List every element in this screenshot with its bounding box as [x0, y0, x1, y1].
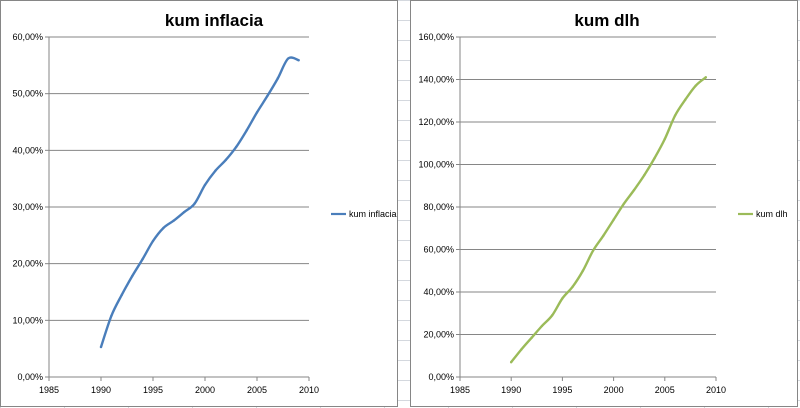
data-point — [141, 257, 144, 261]
data-point — [276, 77, 279, 80]
y-tick-label: 60,00% — [12, 32, 43, 42]
x-tick-label: 1995 — [552, 385, 572, 395]
data-point — [193, 202, 196, 205]
y-tick-label: 80,00% — [423, 202, 454, 212]
data-point — [110, 314, 113, 317]
legend-label: kum inflacia — [349, 209, 397, 219]
y-tick-label: 140,00% — [418, 75, 454, 85]
data-point — [203, 183, 207, 187]
y-tick-label: 30,00% — [12, 202, 43, 212]
data-point — [120, 293, 124, 297]
data-point — [245, 129, 248, 132]
data-point — [643, 173, 646, 177]
y-tick-label: 60,00% — [423, 245, 454, 255]
y-tick-label: 50,00% — [12, 89, 43, 99]
data-point — [530, 336, 533, 339]
series-layer — [99, 56, 300, 349]
x-tick-label: 1995 — [143, 385, 163, 395]
data-point — [550, 314, 554, 317]
chart-title: kum inflacia — [165, 11, 264, 30]
grid-lines — [460, 36, 716, 335]
data-point — [235, 145, 238, 149]
y-tick-label: 20,00% — [423, 330, 454, 340]
data-point — [632, 188, 636, 192]
x-tick-label: 2000 — [604, 385, 624, 395]
y-tick-label: 10,00% — [12, 315, 43, 325]
data-point — [510, 360, 513, 364]
x-tick-label: 2000 — [195, 385, 215, 395]
x-tick-label: 2005 — [247, 385, 267, 395]
data-point — [684, 98, 687, 101]
axes — [45, 36, 310, 381]
axes — [456, 36, 717, 381]
data-point — [581, 269, 585, 272]
y-tick-labels: 0,00% 20,00% 40,00% 60,00% 80,00% 100,00% 120,… — [418, 32, 454, 382]
data-point — [162, 226, 165, 230]
x-tick-label: 2005 — [655, 385, 675, 395]
data-point — [612, 218, 615, 221]
y-tick-label: 120,00% — [418, 117, 454, 127]
data-point — [622, 202, 626, 206]
y-tick-label: 0,00% — [17, 372, 43, 382]
data-point — [172, 219, 175, 222]
grid-lines — [49, 36, 309, 321]
data-point — [297, 59, 300, 62]
series-line — [510, 76, 707, 364]
data-point — [591, 249, 595, 252]
y-tick-label: 0,00% — [428, 372, 454, 382]
series-layer — [510, 76, 707, 364]
data-point — [694, 84, 697, 88]
chart-inflation[interactable]: kum inflacia 0,00% 10,00% 20,00% 30,00% 40,0… — [0, 0, 398, 407]
x-tick-label: 2010 — [299, 385, 319, 395]
x-tick-label: 1990 — [501, 385, 521, 395]
chart-title: kum dlh — [574, 11, 639, 30]
x-tick-label: 1985 — [39, 385, 59, 395]
series-line — [99, 56, 300, 349]
data-point — [540, 324, 544, 328]
chart-inflation-svg: kum inflacia 0,00% 10,00% 20,00% 30,00% 40,0… — [12, 11, 397, 395]
data-point — [287, 57, 290, 60]
legend[interactable]: kum dlh — [738, 209, 788, 219]
chart-debt[interactable]: kum dlh 0,00% 20,00% 40,00% 60,00% 80,00% 100… — [410, 0, 798, 407]
data-point — [571, 285, 574, 288]
data-point — [663, 137, 666, 141]
x-tick-label: 1985 — [450, 385, 470, 395]
data-point — [266, 94, 269, 98]
y-tick-label: 40,00% — [423, 287, 454, 297]
data-point — [704, 76, 707, 79]
y-tick-labels: 0,00% 10,00% 20,00% 30,00% 40,00% 50,00% 60,00… — [12, 32, 43, 382]
x-tick-labels: 1985 1990 1995 2000 2005 2010 — [450, 385, 726, 395]
y-tick-label: 100,00% — [418, 160, 454, 170]
data-point — [224, 158, 227, 162]
x-tick-labels: 1985 1990 1995 2000 2005 2010 — [39, 385, 319, 395]
y-tick-label: 160,00% — [418, 32, 454, 42]
legend[interactable]: kum inflacia — [331, 209, 397, 219]
data-point — [602, 234, 605, 237]
y-tick-label: 20,00% — [12, 259, 43, 269]
data-point — [653, 156, 656, 160]
y-tick-label: 40,00% — [12, 145, 43, 155]
data-point — [673, 114, 677, 117]
x-tick-label: 1990 — [91, 385, 111, 395]
legend-label: kum dlh — [756, 209, 788, 219]
data-point — [151, 239, 155, 243]
data-point — [561, 297, 564, 300]
data-point — [214, 169, 217, 172]
data-point — [255, 111, 259, 114]
data-point — [520, 348, 523, 351]
chart-debt-svg: kum dlh 0,00% 20,00% 40,00% 60,00% 80,00% 100… — [418, 11, 788, 395]
data-point — [99, 345, 103, 349]
x-tick-label: 2010 — [706, 385, 726, 395]
data-point — [183, 210, 186, 214]
data-point — [131, 274, 134, 278]
